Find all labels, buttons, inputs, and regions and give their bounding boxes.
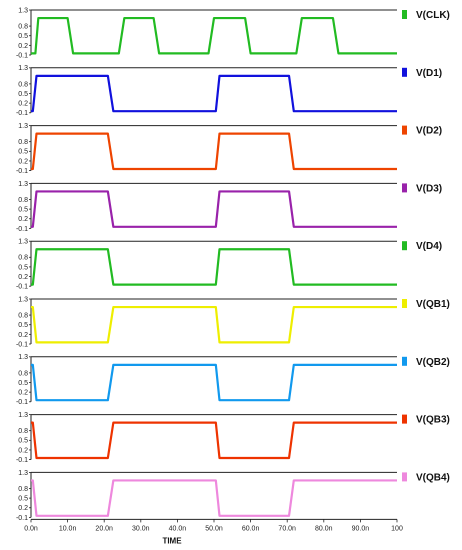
y-tick-label: -0.1 [16,52,28,59]
y-tick-label: 0.8 [18,81,28,88]
legend-swatch-vd4 [402,241,407,251]
y-tick-label: 0.2 [18,158,28,165]
legend-label-vqb2: V(QB2) [416,357,450,368]
y-tick-label: 0.2 [18,216,28,223]
legend-label-vqb4: V(QB4) [416,472,450,483]
y-tick-label: 0.2 [18,390,28,397]
x-tick-label: 10.0n [59,525,77,532]
x-tick-label: 50.0n [205,525,223,532]
y-tick-label: 0.5 [18,380,28,387]
y-tick-label: 0.8 [18,486,28,493]
x-tick-label: 70.0n [278,525,296,532]
legend-label-vd4: V(D4) [416,241,442,252]
y-tick-label: 0.5 [18,33,28,40]
y-tick-label: 1.3 [18,354,28,361]
y-tick-label: -0.1 [16,168,28,175]
x-tick-label: 30.0n [132,525,150,532]
x-tick-label: 0.0n [24,525,38,532]
y-tick-label: 0.2 [18,274,28,281]
y-tick-label: -0.1 [16,457,28,464]
legend-swatch-vqb2 [402,356,407,366]
y-tick-label: -0.1 [16,515,28,522]
y-tick-label: -0.1 [16,110,28,117]
legend-label-vd2: V(D2) [416,126,442,137]
x-tick-label: 40.0n [169,525,187,532]
y-tick-label: 0.5 [18,91,28,98]
y-tick-label: 0.2 [18,447,28,454]
y-tick-label: 0.8 [18,370,28,377]
y-tick-label: 0.8 [18,139,28,146]
y-tick-label: 0.5 [18,322,28,329]
y-tick-label: 0.2 [18,332,28,339]
y-tick-label: 1.3 [18,7,28,14]
y-tick-label: -0.1 [16,226,28,233]
y-tick-label: 0.8 [18,197,28,204]
y-tick-label: 0.5 [18,149,28,156]
y-tick-label: 1.3 [18,123,28,130]
legend-label-vd3: V(D3) [416,183,442,194]
y-tick-label: 0.8 [18,255,28,262]
x-tick-label: 60.0n [242,525,260,532]
y-tick-label: -0.1 [16,399,28,406]
y-tick-label: 1.3 [18,65,28,72]
y-tick-label: 0.8 [18,23,28,30]
y-tick-label: 0.2 [18,43,28,50]
y-tick-label: 1.3 [18,181,28,188]
x-tick-label: 100 [391,525,403,532]
y-tick-label: 1.3 [18,239,28,246]
x-tick-label: 80.0n [315,525,333,532]
y-tick-label: 1.3 [18,470,28,477]
legend-swatch-vd1 [402,67,407,77]
y-tick-label: 0.5 [18,496,28,503]
y-tick-label: 1.3 [18,296,28,303]
series-line-vd3 [31,190,397,228]
legend-label-vclk: V(CLK) [416,10,450,21]
y-tick-label: 0.5 [18,207,28,214]
x-tick-label: 20.0n [95,525,113,532]
x-axis-label: TIME [162,536,182,545]
series-line-vd2 [31,132,397,171]
legend-swatch-vqb4 [402,472,407,482]
legend-swatch-vqb1 [402,299,407,308]
y-tick-label: -0.1 [16,341,28,348]
legend-label-vqb1: V(QB1) [416,299,450,310]
y-tick-label: 0.8 [18,428,28,435]
series-line-vclk [31,16,397,55]
y-tick-label: 1.3 [18,412,28,419]
legend-swatch-vd2 [402,125,407,135]
legend-label-vd1: V(D1) [416,68,442,79]
legend-swatch-vclk [402,10,407,19]
legend-label-vqb3: V(QB3) [416,415,450,426]
series-line-vqb4 [31,479,397,517]
y-tick-label: 0.2 [18,505,28,512]
y-tick-label: 0.2 [18,101,28,108]
y-tick-label: 0.5 [18,438,28,445]
series-line-vd4 [31,248,397,286]
series-line-vqb2 [31,363,397,402]
y-tick-label: -0.1 [16,284,28,291]
legend-swatch-vd3 [402,183,407,193]
series-line-vqb3 [31,421,397,460]
x-tick-label: 90.0n [352,525,370,532]
y-tick-label: 0.5 [18,264,28,271]
y-tick-label: 0.8 [18,312,28,319]
legend-swatch-vqb3 [402,414,407,424]
series-line-vd1 [31,74,397,113]
series-line-vqb1 [31,305,397,344]
